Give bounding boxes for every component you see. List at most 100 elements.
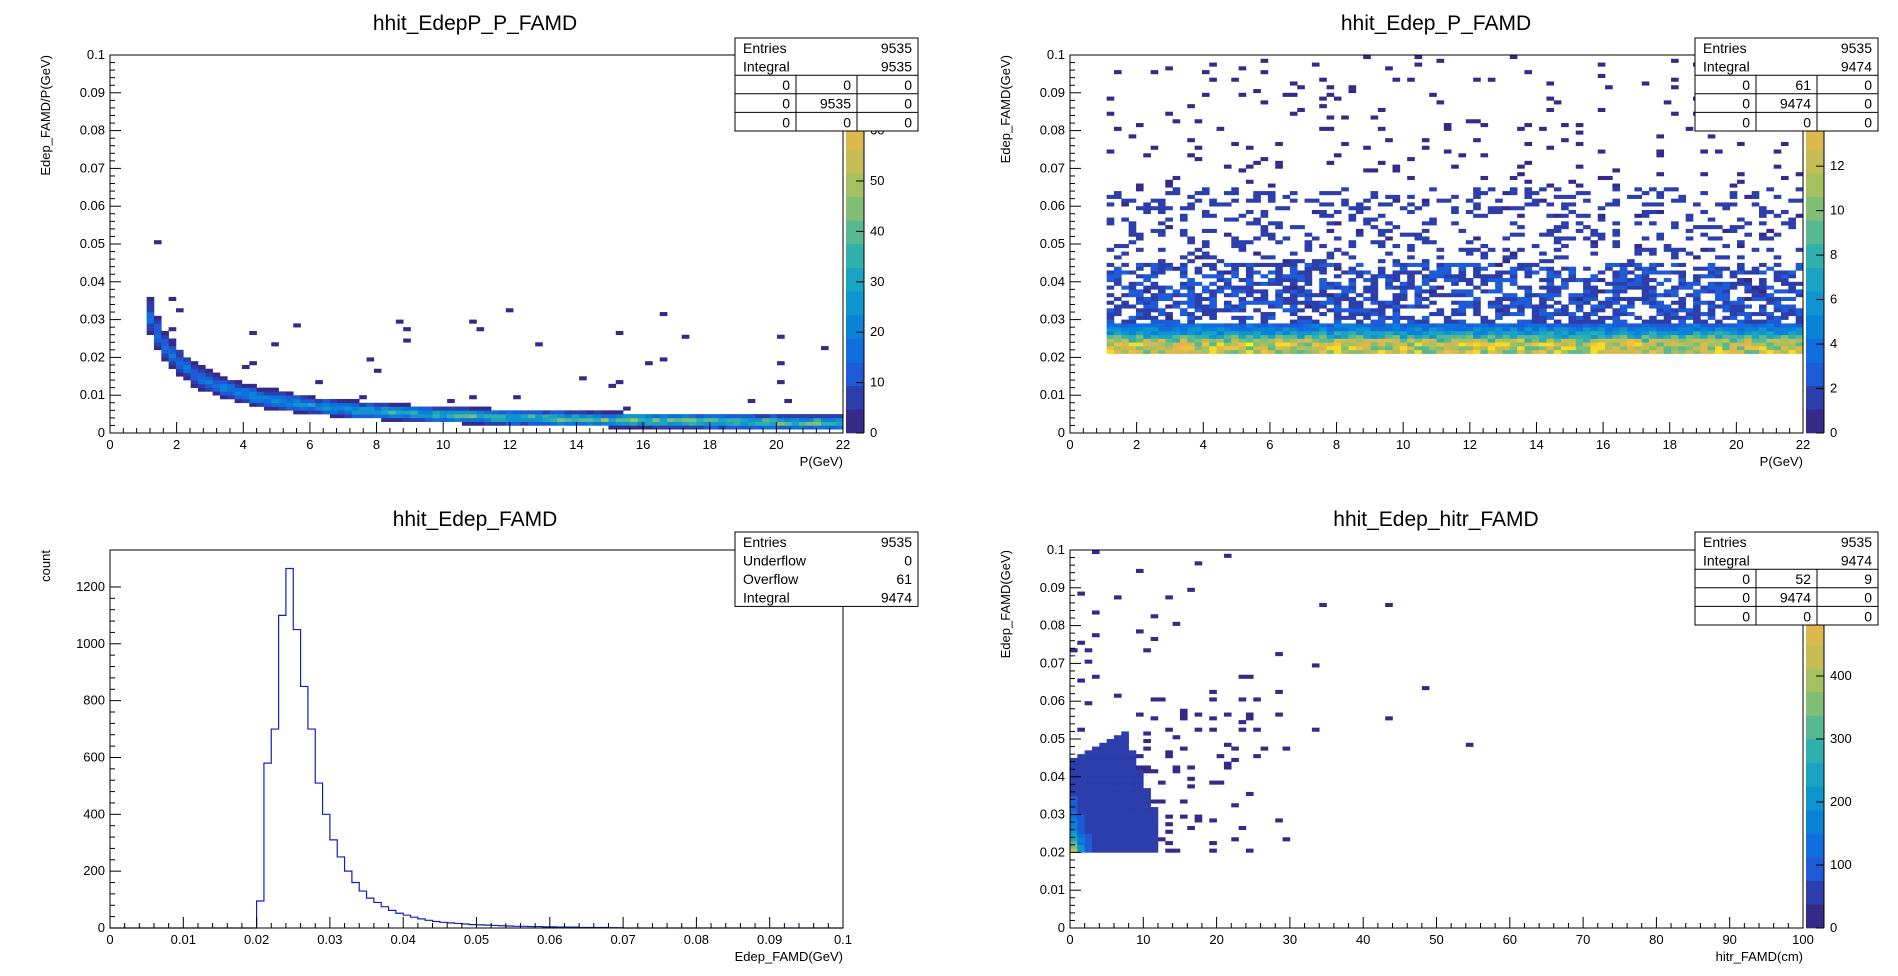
heatmap-cell [1326, 251, 1335, 256]
colorbar-tick-label: 4 [1830, 336, 1837, 351]
heatmap-cell [1326, 126, 1335, 131]
heatmap-cell [1392, 330, 1401, 336]
heatmap-cell [1473, 330, 1481, 336]
heatmap-cell [1326, 338, 1335, 343]
heatmap-cell [1157, 327, 1166, 332]
heatmap-cell [1524, 187, 1533, 192]
heatmap-cell [1392, 77, 1401, 82]
heatmap-cell [344, 410, 353, 415]
heatmap-cell [1641, 330, 1650, 336]
heatmap-cell [1612, 342, 1621, 347]
heatmap-cell [1297, 319, 1305, 324]
heatmap-cell [1480, 244, 1489, 249]
heatmap-cell [1407, 327, 1415, 332]
heatmap-cell [1502, 323, 1511, 328]
heatmap-cell [542, 417, 551, 422]
heatmap-cell [1223, 281, 1232, 286]
heatmap-cell [1106, 780, 1115, 785]
heatmap-cell [1605, 281, 1613, 286]
heatmap-cell [1363, 217, 1371, 222]
heatmap-cell [1407, 319, 1415, 324]
heatmap-cell [205, 368, 213, 373]
heatmap-cell [1399, 206, 1408, 211]
heatmap-cell [1135, 334, 1144, 339]
overflow-cell: 0 [904, 77, 912, 93]
heatmap-cell [1597, 289, 1606, 294]
heatmap-cell [366, 414, 375, 419]
heatmap-cell [1517, 327, 1525, 332]
heatmap-cell [1759, 281, 1767, 286]
heatmap-cell [1465, 304, 1474, 309]
heatmap-cell [1399, 315, 1408, 320]
heatmap-cell [1070, 757, 1078, 762]
heatmap-cell [1487, 323, 1496, 328]
heatmap-cell [1707, 334, 1716, 339]
x-tick-label: 20 [1729, 437, 1743, 452]
heatmap-cell [1077, 795, 1085, 800]
heatmap-cell [1238, 285, 1247, 290]
heatmap-cell [747, 425, 756, 430]
overflow-cell: 0 [782, 96, 790, 112]
heatmap-cell [1612, 240, 1621, 245]
heatmap-cell [1275, 206, 1283, 211]
heatmap-cell [1113, 848, 1122, 853]
heatmap-cell [1575, 323, 1584, 328]
heatmap-cell [1106, 247, 1115, 252]
heatmap-cell [1788, 198, 1796, 203]
heatmap-cell [1179, 346, 1188, 351]
heatmap-cell [1238, 346, 1247, 351]
heatmap-cell [1649, 270, 1657, 275]
heatmap-cell [1788, 274, 1796, 279]
heatmap-cell [1121, 750, 1129, 755]
heatmap-cell [1165, 111, 1173, 116]
heatmap-cell [1194, 157, 1203, 162]
heatmap-cell [1685, 346, 1694, 351]
heatmap-cell [725, 417, 734, 422]
heatmap-cell [1722, 228, 1730, 233]
heatmap-cell [1143, 323, 1151, 328]
heatmap-cell [1473, 213, 1481, 218]
heatmap-cell [1597, 149, 1606, 154]
heatmap-cell [1194, 727, 1203, 732]
heatmap-cell [1135, 274, 1144, 279]
heatmap-cell [1429, 334, 1437, 339]
heatmap-cell [271, 406, 279, 411]
heatmap-cell [1216, 780, 1225, 785]
heatmap-cell [1656, 202, 1665, 207]
heatmap-cell [1157, 289, 1166, 294]
heatmap-cell [1289, 191, 1298, 196]
heatmap-cell [1121, 829, 1129, 834]
heatmap-cell [1172, 769, 1181, 774]
heatmap-cell [1297, 278, 1305, 283]
heatmap-cell [1150, 614, 1159, 619]
heatmap-cell [1209, 841, 1217, 846]
heatmap-cell [1084, 659, 1093, 664]
heatmap-cell [1385, 716, 1393, 721]
heatmap-cell [1685, 228, 1694, 233]
stats-label: Entries [1703, 40, 1747, 56]
heatmap-cell [1150, 342, 1159, 347]
heatmap-cell [1165, 266, 1173, 271]
heatmap-cell [219, 387, 228, 392]
heatmap-cell [1121, 251, 1129, 256]
heatmap-cell [1443, 349, 1452, 354]
heatmap-cell [1612, 270, 1621, 275]
heatmap-cell [1319, 262, 1327, 267]
heatmap-cell [1245, 240, 1254, 245]
heatmap-cell [1348, 85, 1357, 90]
heatmap-cell [1612, 274, 1621, 279]
heatmap-cell [1773, 346, 1782, 351]
heatmap-cell [1201, 327, 1210, 332]
heatmap-cell [1333, 308, 1342, 313]
heatmap-cell [1289, 327, 1298, 332]
heatmap-cell [667, 421, 675, 426]
heatmap-cell [1619, 323, 1628, 328]
heatmap-cell [1414, 330, 1423, 336]
heatmap-cell [1275, 289, 1283, 294]
heatmap-cell [1407, 346, 1415, 351]
heatmap-cell [821, 417, 829, 422]
heatmap-cell [1179, 274, 1188, 279]
heatmap-cell [1663, 187, 1672, 192]
heatmap-cell [1597, 62, 1606, 67]
heatmap-cell [1722, 255, 1730, 260]
